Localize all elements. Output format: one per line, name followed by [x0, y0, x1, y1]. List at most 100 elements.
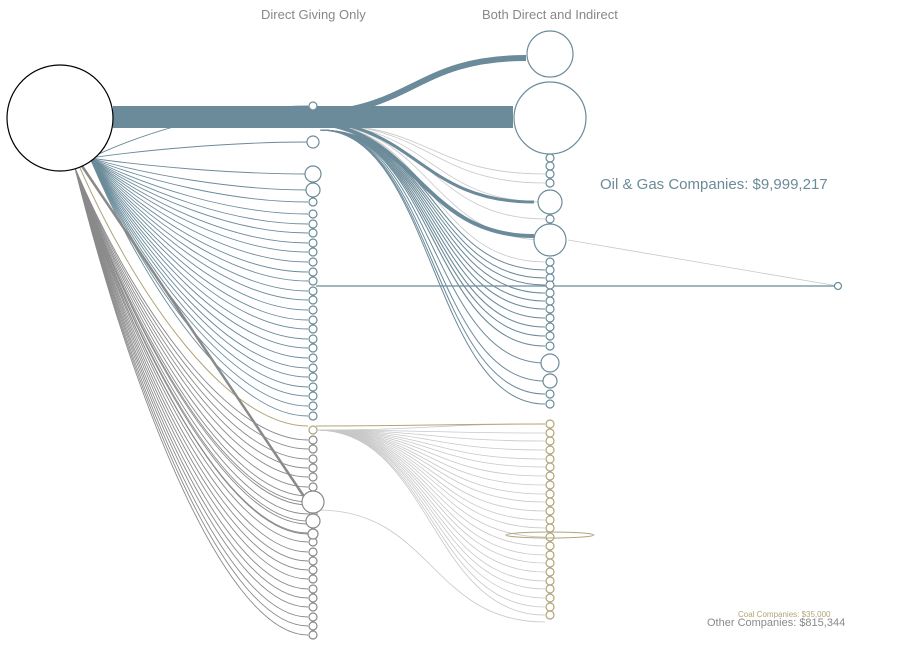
both-coal-node	[545, 515, 555, 525]
oil-gas-link	[89, 157, 309, 203]
direct-oil-gas-node	[308, 353, 318, 363]
direct-oil-gas-node	[308, 372, 318, 382]
direct-other-node	[308, 602, 318, 612]
direct-oil-gas-node	[308, 101, 318, 111]
oil-gas-link	[89, 157, 309, 311]
oil-gas-link	[89, 157, 309, 378]
legend-other-companies: Other Companies: $815,344	[707, 617, 846, 629]
oil-gas-link	[89, 105, 309, 159]
both-oil-gas-node	[545, 304, 555, 314]
other-link	[74, 167, 309, 590]
other-link	[74, 167, 309, 450]
other-link	[74, 167, 309, 497]
other-link	[74, 167, 309, 553]
both-oil-gas-node	[540, 353, 560, 373]
direct-oil-gas-node	[304, 165, 322, 183]
other-link	[74, 167, 309, 488]
coal-link	[79, 167, 309, 427]
direct-other-node	[308, 547, 318, 557]
both-oil-gas-node	[537, 189, 563, 215]
column-header-direct-giving-only: Direct Giving Only	[261, 7, 366, 22]
oil-gas-link	[319, 129, 546, 382]
both-coal-node	[545, 567, 555, 577]
oil-gas-link	[89, 157, 309, 301]
direct-other-node	[308, 565, 318, 575]
other-link	[74, 167, 309, 543]
other-link	[74, 167, 309, 503]
oil-gas-link	[299, 55, 527, 117]
coal-flat-node	[505, 531, 595, 539]
other-link	[74, 167, 309, 478]
legend-coal-companies: Coal Companies: $35,000	[738, 610, 831, 619]
oil-gas-link	[89, 157, 309, 349]
both-oil-gas-node	[545, 161, 555, 171]
both-oil-gas-node	[545, 280, 555, 290]
direct-oil-gas-node	[308, 197, 318, 207]
direct-oil-gas-node	[305, 182, 321, 198]
direct-oil-gas-node	[308, 315, 318, 325]
oil-gas-link	[299, 118, 535, 204]
indirect-link	[315, 429, 546, 564]
indirect-link	[315, 429, 546, 442]
both-coal-node	[545, 428, 555, 438]
direct-other-node	[308, 630, 318, 640]
both-oil-gas-node	[545, 257, 555, 267]
indirect-link	[315, 123, 546, 241]
direct-other-node	[308, 482, 318, 492]
both-oil-gas-node	[545, 214, 555, 224]
both-oil-gas-node	[545, 169, 555, 179]
direct-oil-gas-node	[308, 209, 318, 219]
direct-other-node	[308, 584, 318, 594]
indirect-link	[315, 429, 546, 616]
both-coal-node	[545, 532, 555, 542]
both-coal-node	[545, 558, 555, 568]
other-link	[74, 167, 309, 469]
both-oil-gas-node	[526, 30, 574, 78]
both-coal-node	[545, 419, 555, 429]
oil-gas-link	[319, 129, 546, 364]
direct-oil-gas-node	[308, 363, 318, 373]
outlier-oil-gas-node	[833, 281, 843, 291]
direct-other-node	[308, 454, 318, 464]
both-coal-node	[545, 462, 555, 472]
other-link	[74, 167, 309, 562]
oil-gas-link	[89, 157, 309, 369]
direct-other-node	[308, 463, 318, 473]
both-oil-gas-node	[545, 313, 555, 323]
oil-gas-link	[89, 157, 309, 191]
both-oil-gas-node	[545, 322, 555, 332]
both-coal-node	[545, 454, 555, 464]
oil-gas-link	[89, 141, 309, 159]
source-node	[6, 64, 114, 172]
other-link	[74, 167, 309, 525]
both-coal-node	[545, 584, 555, 594]
oil-gas-link	[299, 120, 535, 238]
direct-oil-gas-node	[308, 228, 318, 238]
other-link	[74, 167, 309, 580]
direct-other-node	[308, 435, 318, 445]
oil-gas-link	[89, 157, 309, 359]
oil-gas-link	[89, 157, 309, 417]
nodes-layer	[6, 30, 843, 640]
direct-oil-gas-node	[308, 247, 318, 257]
oil-gas-link	[89, 157, 309, 273]
direct-other-node	[305, 513, 321, 529]
both-coal-node	[545, 593, 555, 603]
both-coal-node	[545, 436, 555, 446]
oil-gas-link	[319, 129, 546, 328]
both-coal-node	[545, 576, 555, 586]
both-coal-node	[545, 541, 555, 551]
direct-other-node	[308, 444, 318, 454]
direct-other-node	[308, 612, 318, 622]
coal-link	[315, 423, 546, 427]
other-link	[74, 167, 309, 618]
indirect-link	[317, 509, 546, 623]
indirect-link	[315, 429, 546, 451]
direct-oil-gas-node	[308, 391, 318, 401]
both-coal-node	[545, 506, 555, 516]
direct-oil-gas-node	[308, 411, 318, 421]
direct-oil-gas-node	[308, 401, 318, 411]
other-link	[74, 167, 309, 636]
indirect-link	[315, 429, 546, 512]
